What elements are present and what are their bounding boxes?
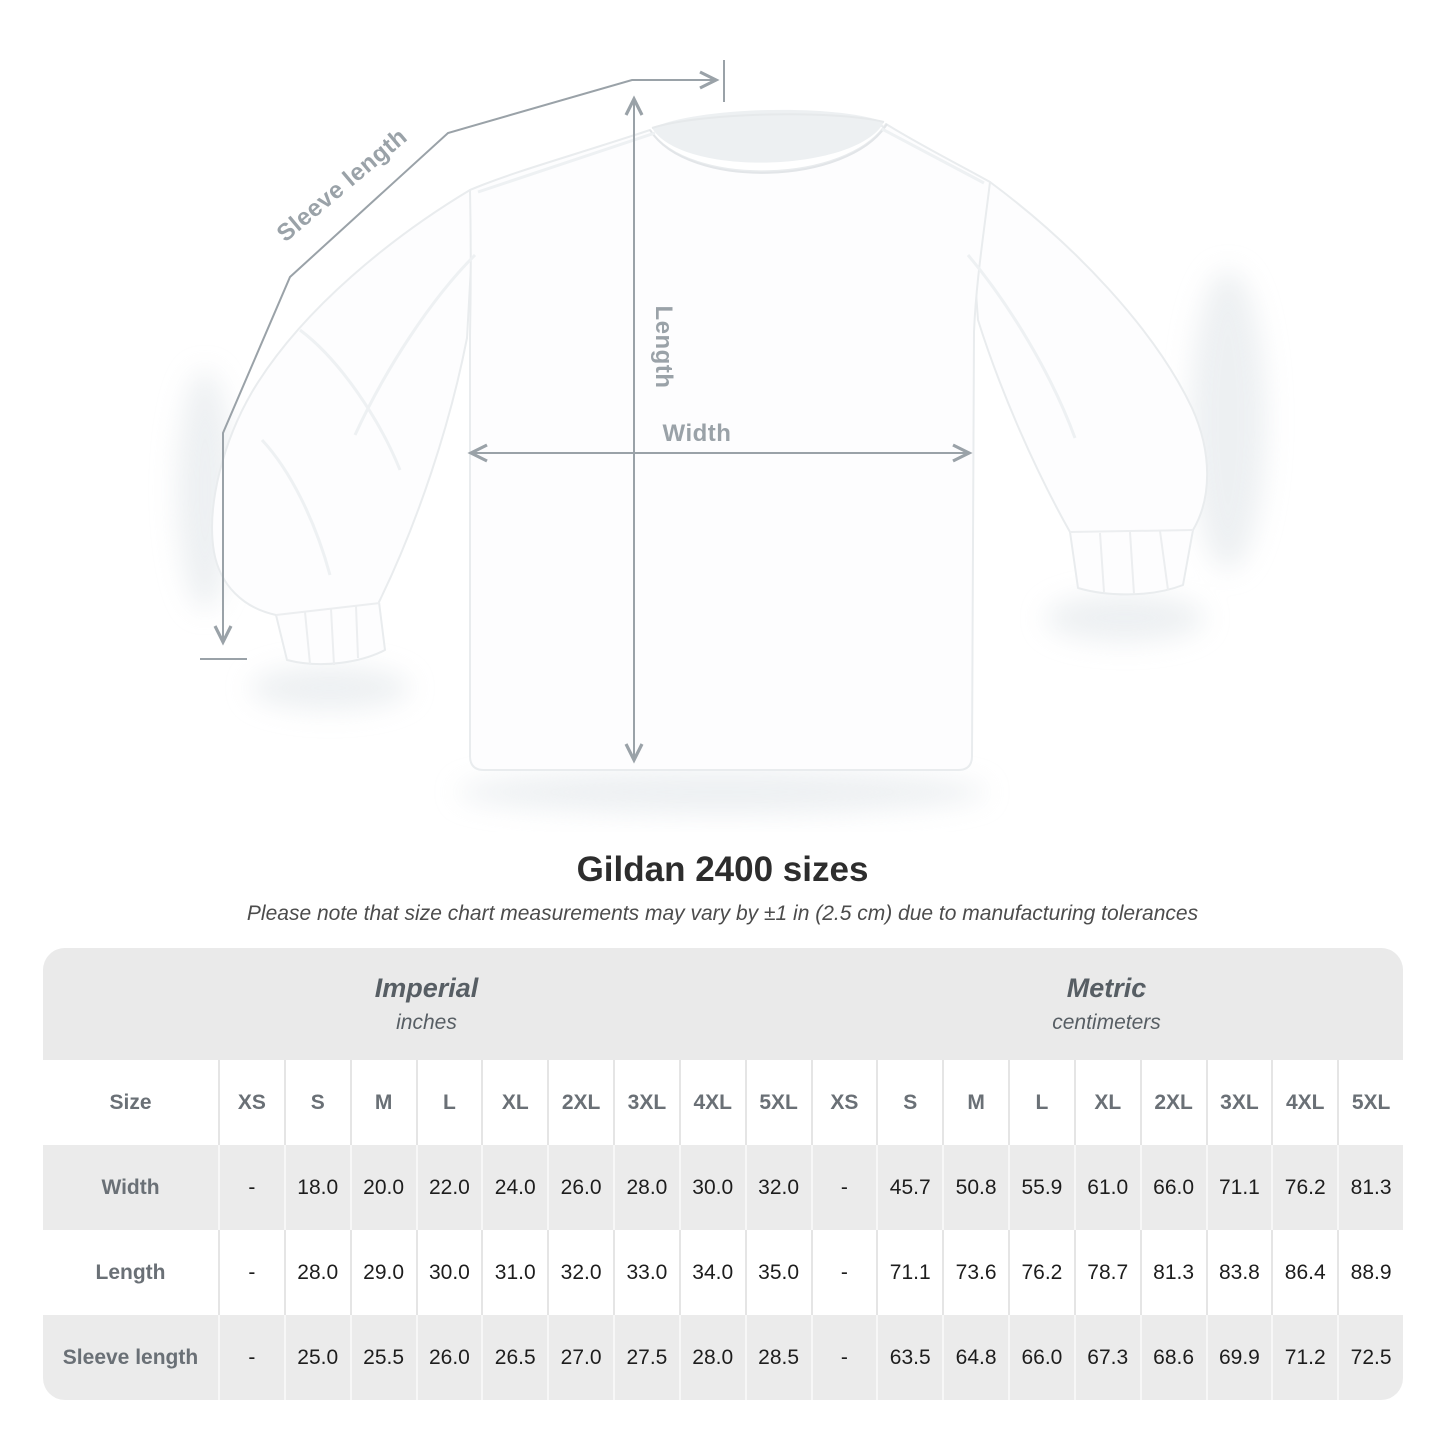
length-metric-3xl: 83.8	[1205, 1230, 1272, 1315]
width-metric-l: 55.9	[1008, 1145, 1074, 1230]
width-imperial-xs: -	[218, 1145, 284, 1230]
column-header-imperial-4xl: 4XL	[678, 1060, 745, 1145]
length-imperial-xl: 31.0	[481, 1230, 548, 1315]
length-metric-xs: -	[810, 1230, 877, 1315]
length-imperial-5xl: 35.0	[744, 1230, 811, 1315]
shirt-body	[469, 123, 991, 771]
column-header-imperial-3xl: 3XL	[613, 1060, 679, 1145]
width-metric-s: 45.7	[876, 1145, 943, 1230]
sleeve-length-metric-5xl: 72.5	[1337, 1315, 1403, 1400]
column-header-imperial-l: L	[415, 1060, 482, 1145]
row-label-width: Width	[43, 1145, 218, 1230]
length-metric-xl: 78.7	[1073, 1230, 1140, 1315]
sleeve-length-imperial-5xl: 28.5	[744, 1315, 811, 1400]
length-imperial-2xl: 32.0	[547, 1230, 613, 1315]
width-imperial-xl: 24.0	[481, 1145, 548, 1230]
sleeve-length-metric-m: 64.8	[942, 1315, 1008, 1400]
width-metric-2xl: 66.0	[1139, 1145, 1206, 1230]
width-metric-4xl: 76.2	[1271, 1145, 1338, 1230]
column-header-size: Size	[43, 1060, 218, 1145]
length-metric-l: 76.2	[1008, 1230, 1074, 1315]
column-header-metric-5xl: 5XL	[1337, 1060, 1403, 1145]
row-label-length: Length	[43, 1230, 218, 1315]
column-header-metric-xl: XL	[1073, 1060, 1140, 1145]
width-metric-5xl: 81.3	[1337, 1145, 1403, 1230]
sleeve-length-imperial-xl: 26.5	[481, 1315, 548, 1400]
column-header-metric-4xl: 4XL	[1271, 1060, 1338, 1145]
column-header-metric-3xl: 3XL	[1205, 1060, 1272, 1145]
length-imperial-m: 29.0	[349, 1230, 416, 1315]
column-header-metric-xs: XS	[810, 1060, 877, 1145]
width-imperial-l: 22.0	[415, 1145, 482, 1230]
length-metric-5xl: 88.9	[1337, 1230, 1403, 1315]
shirt-shadow	[177, 270, 1266, 814]
column-header-imperial-m: M	[349, 1060, 416, 1145]
length-metric-m: 73.6	[942, 1230, 1008, 1315]
column-header-metric-s: S	[876, 1060, 943, 1145]
column-header-imperial-s: S	[283, 1060, 350, 1145]
measurement-lines	[200, 60, 973, 764]
metric-section-header: Metric centimeters	[810, 948, 1403, 1060]
width-imperial-m: 20.0	[349, 1145, 416, 1230]
sleeve-length-metric-s: 63.5	[876, 1315, 943, 1400]
length-imperial-s: 28.0	[283, 1230, 350, 1315]
column-header-imperial-xs: XS	[218, 1060, 284, 1145]
imperial-section-header: Imperial inches	[43, 948, 810, 1060]
length-metric-4xl: 86.4	[1271, 1230, 1338, 1315]
sleeve-length-metric-xl: 67.3	[1073, 1315, 1140, 1400]
length-imperial-3xl: 33.0	[613, 1230, 679, 1315]
sleeve-length-imperial-xs: -	[218, 1315, 284, 1400]
sleeve-length-metric-3xl: 69.9	[1205, 1315, 1272, 1400]
sleeve-length-metric-xs: -	[810, 1315, 877, 1400]
sleeve-length-line	[213, 70, 720, 646]
width-label: Width	[663, 420, 732, 447]
length-imperial-4xl: 34.0	[678, 1230, 745, 1315]
width-metric-m: 50.8	[942, 1145, 1008, 1230]
size-grid: Size XS S M L XL 2XL 3XL 4XL 5XL XS S M L XL 2XL 3XL 4XL 5…	[43, 1060, 1403, 1400]
width-imperial-s: 18.0	[283, 1145, 350, 1230]
column-header-imperial-2xl: 2XL	[547, 1060, 613, 1145]
row-label-sleeve-length: Sleeve length	[43, 1315, 218, 1400]
column-header-metric-l: L	[1008, 1060, 1074, 1145]
imperial-unit: inches	[396, 1011, 457, 1034]
column-header-imperial-5xl: 5XL	[744, 1060, 811, 1145]
sleeve-length-metric-2xl: 68.6	[1139, 1315, 1206, 1400]
metric-title: Metric	[1066, 973, 1147, 1003]
imperial-title: Imperial	[374, 973, 479, 1003]
metric-unit: centimeters	[1052, 1011, 1161, 1034]
width-imperial-5xl: 32.0	[744, 1145, 811, 1230]
size-table: Imperial inches Metric centimeters Size X…	[43, 948, 1403, 1400]
sleeve-length-imperial-m: 25.5	[349, 1315, 416, 1400]
length-imperial-xs: -	[218, 1230, 284, 1315]
sleeve-length-metric-l: 66.0	[1008, 1315, 1074, 1400]
sleeve-length-imperial-2xl: 27.0	[547, 1315, 613, 1400]
width-imperial-4xl: 30.0	[678, 1145, 745, 1230]
column-header-metric-2xl: 2XL	[1139, 1060, 1206, 1145]
tolerance-note: Please note that size chart measurements…	[246, 902, 1199, 925]
width-metric-3xl: 71.1	[1205, 1145, 1272, 1230]
sleeve-length-imperial-4xl: 28.0	[678, 1315, 745, 1400]
length-label: Length	[650, 306, 677, 389]
unit-header-band: Imperial inches Metric centimeters	[43, 948, 1403, 1060]
column-header-metric-m: M	[942, 1060, 1008, 1145]
width-metric-xs: -	[810, 1145, 877, 1230]
sleeve-length-metric-4xl: 71.2	[1271, 1315, 1338, 1400]
length-metric-2xl: 81.3	[1139, 1230, 1206, 1315]
width-metric-xl: 61.0	[1073, 1145, 1140, 1230]
width-imperial-2xl: 26.0	[547, 1145, 613, 1230]
length-imperial-l: 30.0	[415, 1230, 482, 1315]
sleeve-length-imperial-s: 25.0	[283, 1315, 350, 1400]
length-metric-s: 71.1	[876, 1230, 943, 1315]
sleeve-length-imperial-3xl: 27.5	[613, 1315, 679, 1400]
column-header-imperial-xl: XL	[481, 1060, 548, 1145]
shirt-measurement-diagram: Sleeve length Length Width	[177, 60, 1266, 814]
page-title: Gildan 2400 sizes	[576, 850, 869, 889]
shirt-right-sleeve	[881, 125, 1209, 596]
width-imperial-3xl: 28.0	[613, 1145, 679, 1230]
sleeve-length-imperial-l: 26.0	[415, 1315, 482, 1400]
